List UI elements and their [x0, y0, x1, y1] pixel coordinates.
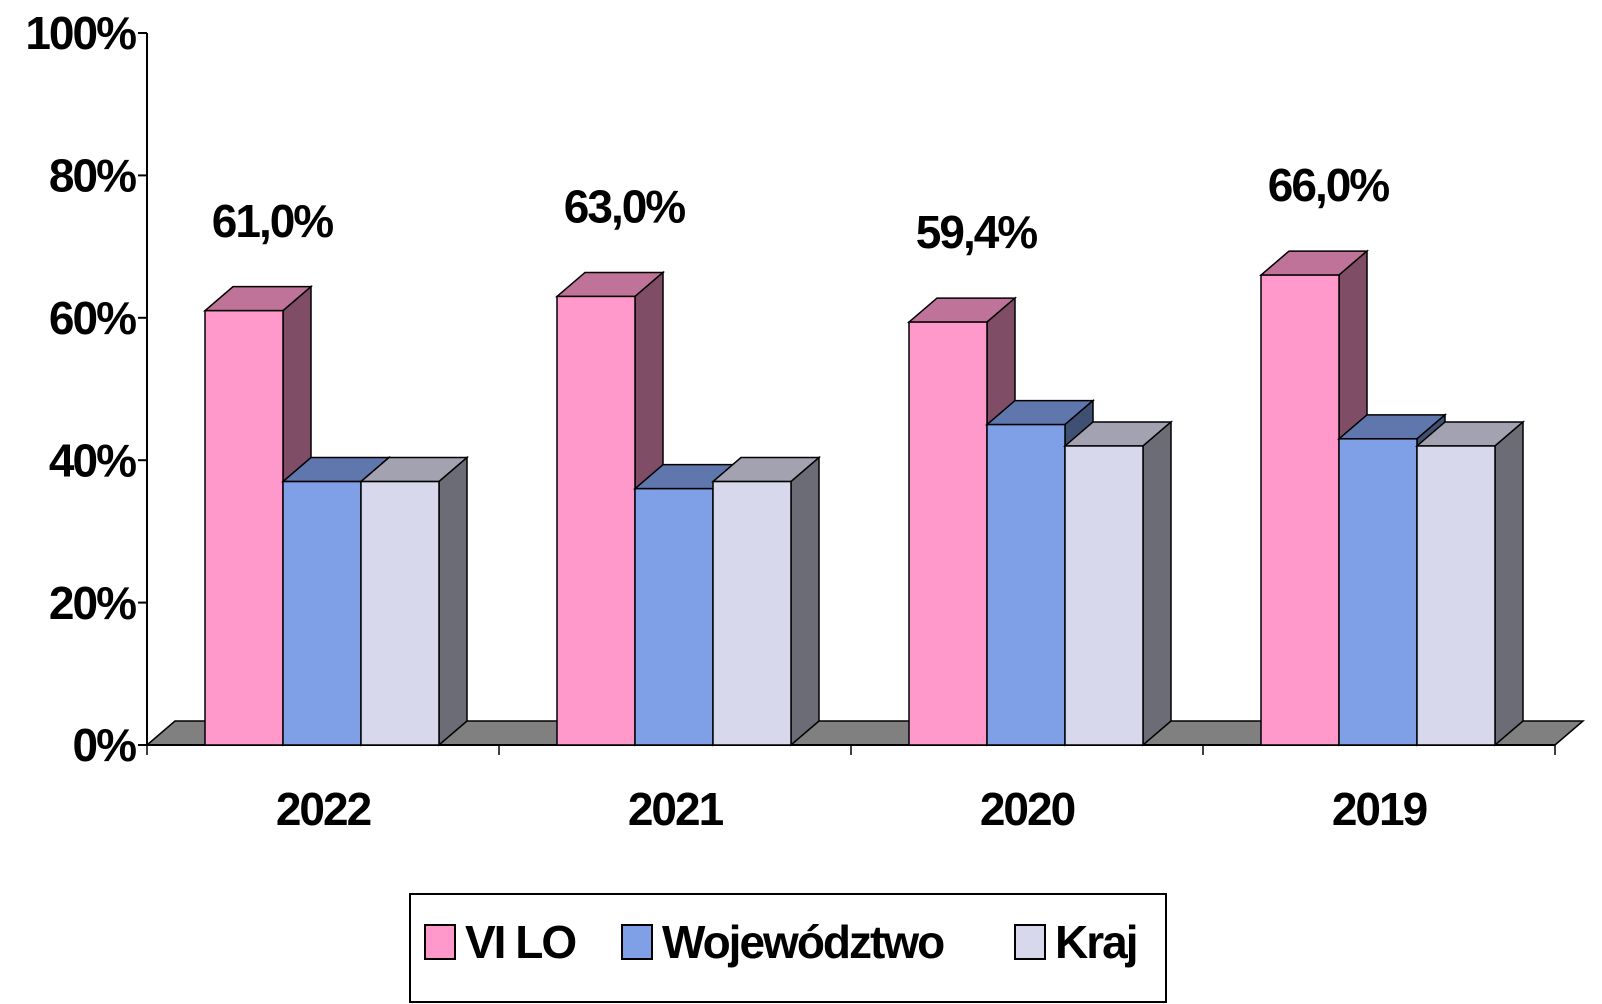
legend-label: Kraj — [1055, 916, 1136, 968]
bar — [1338, 438, 1418, 746]
bar — [204, 309, 284, 746]
bar — [360, 480, 440, 746]
bar-side — [790, 455, 820, 747]
y-tick-label: 100% — [25, 7, 136, 59]
bar — [1260, 274, 1340, 746]
bar — [1416, 445, 1496, 746]
value-label: 59,4% — [916, 206, 1038, 258]
bar — [634, 487, 714, 746]
bar — [712, 480, 792, 746]
bar — [556, 295, 636, 746]
legend-swatch — [424, 924, 456, 960]
legend-label: VI LO — [465, 916, 575, 968]
bar — [908, 321, 988, 746]
x-tick-label: 2019 — [1332, 783, 1427, 835]
y-tick-label: 20% — [49, 577, 136, 629]
legend-swatch — [1014, 924, 1046, 960]
value-label: 66,0% — [1268, 159, 1390, 211]
value-label: 61,0% — [212, 195, 334, 247]
bar-side — [1494, 420, 1524, 747]
y-tick-label: 40% — [49, 434, 136, 486]
x-tick-label: 2022 — [276, 783, 371, 835]
y-tick-label: 80% — [49, 150, 136, 202]
legend-label: Województwo — [662, 916, 944, 968]
value-label: 63,0% — [564, 181, 686, 233]
bar-side — [438, 455, 468, 747]
x-tick-label: 2021 — [628, 783, 724, 835]
legend-swatch — [621, 924, 653, 960]
x-tick-label: 2020 — [980, 783, 1075, 835]
bar-side — [1142, 420, 1172, 747]
y-tick-label: 60% — [49, 292, 136, 344]
bar — [1064, 445, 1144, 746]
y-tick-label: 0% — [73, 719, 137, 771]
bar — [282, 480, 362, 746]
bar — [986, 423, 1066, 746]
